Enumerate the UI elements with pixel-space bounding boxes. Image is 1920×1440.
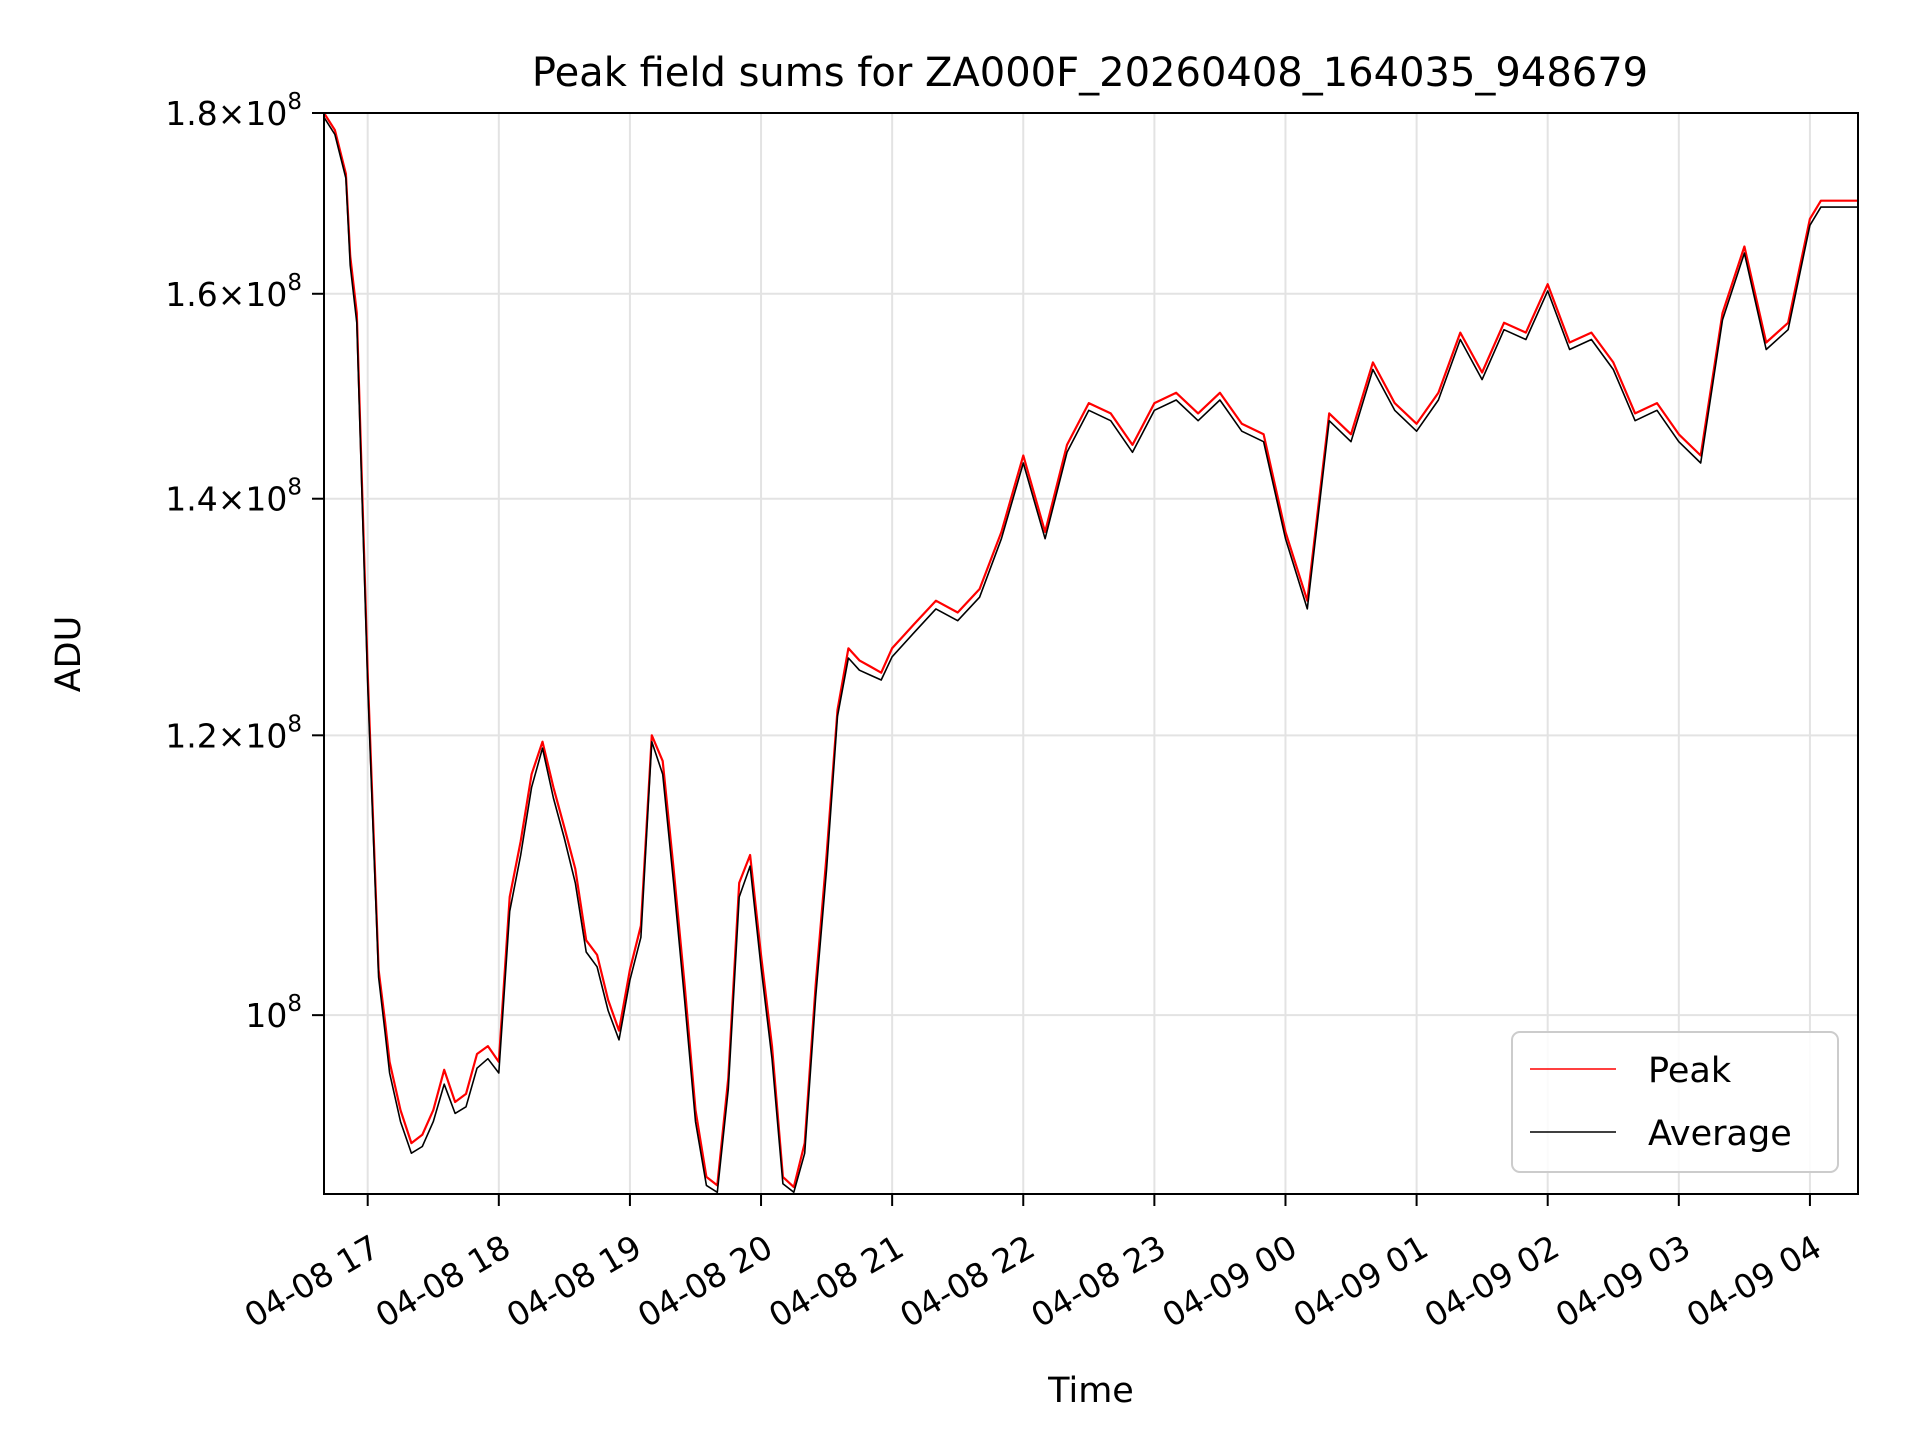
chart-title: Peak field sums for ZA000F_20260408_1640…: [532, 50, 1648, 96]
x-tick-label: 04-09 01: [1287, 1227, 1435, 1335]
x-tick-label: 04-08 21: [762, 1227, 910, 1335]
x-tick-label: 04-09 03: [1549, 1227, 1697, 1335]
plot-frame: [323, 112, 1859, 1195]
x-tick-label: 04-08 19: [500, 1227, 648, 1335]
series-layer: [323, 112, 1858, 1194]
y-tick-label: 108: [245, 991, 302, 1035]
legend-label-average: Average: [1648, 1114, 1792, 1154]
x-tick-label: 04-08 18: [369, 1227, 517, 1335]
y-axis: 108 1.2×108 1.4×108 1.6×108 1.8×108: [165, 89, 324, 1035]
x-tick-label: 04-08 20: [631, 1227, 779, 1335]
x-tick-label: 04-09 00: [1155, 1227, 1303, 1335]
x-axis-label: Time: [1047, 1371, 1134, 1411]
y-tick-label: 1.4×108: [165, 475, 302, 519]
x-tick-label: 04-08 22: [893, 1227, 1041, 1335]
x-tick-label: 04-08 17: [238, 1227, 386, 1335]
legend-box: [1511, 1031, 1839, 1173]
series-line-peak: [323, 112, 1858, 1189]
y-tick-label: 1.8×108: [165, 89, 302, 133]
x-tick-label: 04-08 23: [1024, 1227, 1172, 1335]
legend-label-peak: Peak: [1648, 1051, 1732, 1091]
x-tick-label: 04-09 02: [1418, 1227, 1566, 1335]
y-axis-label: ADU: [49, 616, 89, 693]
legend: Peak Average: [1511, 1031, 1839, 1173]
y-tick-label: 1.2×108: [165, 711, 302, 755]
x-tick-label: 04-09 04: [1680, 1227, 1828, 1335]
series-line-average: [323, 116, 1858, 1194]
y-tick-label: 1.6×108: [165, 270, 302, 314]
